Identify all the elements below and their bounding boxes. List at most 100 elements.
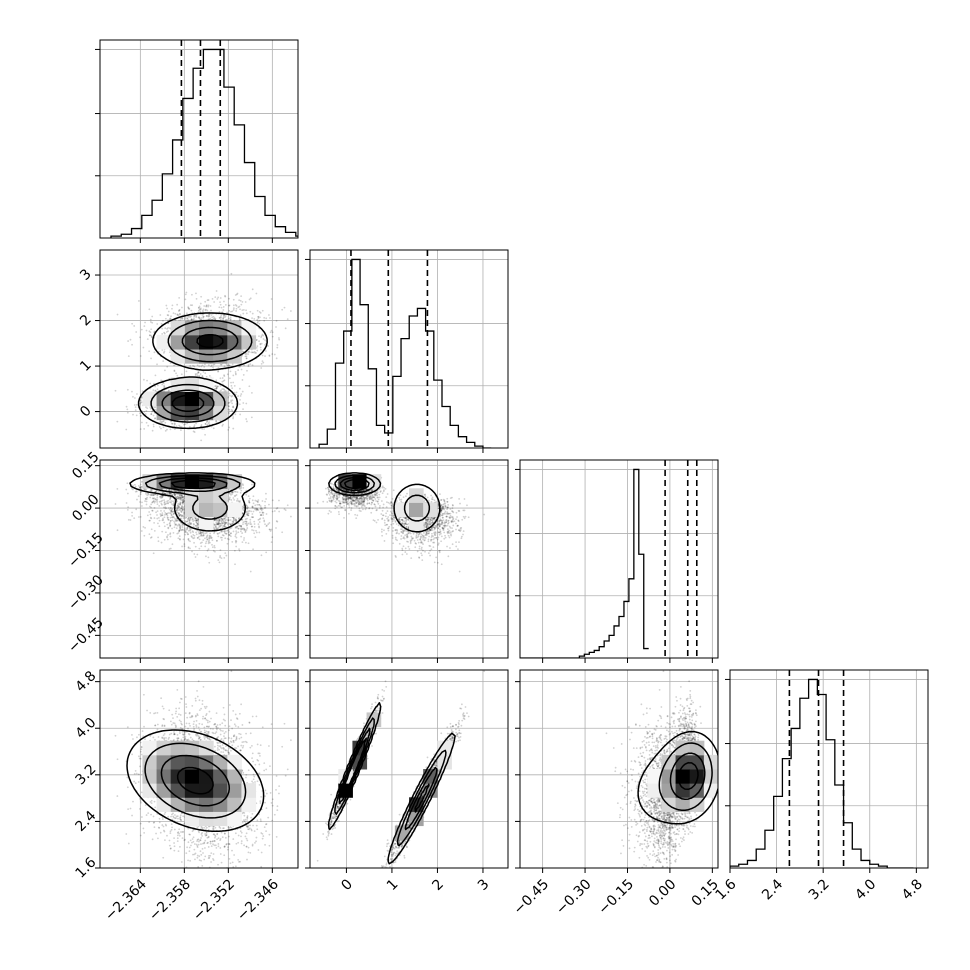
scatter-point [131, 343, 133, 346]
scatter-point [222, 522, 225, 524]
scatter-point [230, 532, 232, 535]
scatter-point [172, 531, 175, 534]
scatter-point [153, 517, 156, 519]
scatter-point [211, 546, 214, 549]
scatter-point [256, 345, 259, 348]
panel-2-0: −0.45−0.30−0.150.000.15 [65, 449, 299, 663]
scatter-point [228, 377, 231, 380]
scatter-point [243, 364, 246, 367]
scatter-point [163, 390, 166, 392]
histogram-step [318, 258, 492, 448]
scatter-point [223, 314, 226, 317]
scatter-point [191, 518, 194, 521]
scatter-point [146, 514, 149, 517]
scatter-point [133, 404, 136, 406]
scatter-point [229, 318, 232, 321]
scatter-point [161, 514, 164, 517]
scatter-point [149, 407, 152, 410]
scatter-point [145, 500, 148, 503]
scatter-point [238, 548, 240, 551]
scatter-point [251, 317, 253, 320]
scatter-point [228, 426, 231, 429]
scatter-point [240, 489, 243, 492]
scatter-point [187, 315, 190, 318]
scatter-point [249, 523, 252, 525]
scatter-point [192, 533, 195, 536]
scatter-point [226, 518, 228, 521]
scatter-point [163, 513, 166, 516]
scatter-point [152, 389, 155, 391]
scatter-point [256, 500, 259, 503]
scatter-point [145, 492, 147, 495]
scatter-point [175, 527, 178, 530]
scatter-point [151, 509, 154, 512]
scatter-point [212, 317, 215, 320]
scatter-point [177, 523, 180, 526]
scatter-point [187, 522, 190, 525]
scatter-point [159, 515, 162, 518]
scatter-point [250, 516, 253, 518]
scatter-point [260, 335, 263, 337]
scatter-point [276, 346, 279, 349]
scatter-point [148, 519, 151, 522]
scatter-point [198, 305, 201, 308]
scatter-point [208, 536, 210, 539]
scatter-point [153, 497, 156, 500]
scatter-point [217, 523, 220, 526]
scatter-point [239, 525, 242, 527]
panel-0-0 [95, 39, 299, 243]
scatter-point [183, 510, 186, 513]
y-tick-label: 3 [77, 266, 95, 284]
scatter-point [265, 551, 268, 554]
scatter-point [196, 364, 199, 367]
scatter-point [239, 527, 242, 530]
scatter-point [227, 408, 230, 411]
scatter-point [169, 532, 172, 535]
scatter-point [175, 425, 178, 428]
scatter-point [232, 307, 235, 310]
scatter-point [163, 386, 166, 389]
scatter-point [126, 482, 129, 485]
scatter-point [143, 410, 146, 413]
scatter-point [201, 541, 203, 544]
scatter-point [228, 364, 231, 367]
scatter-point [248, 509, 251, 512]
scatter-point [178, 530, 181, 533]
scatter-point [177, 310, 180, 312]
scatter-point [180, 515, 183, 518]
scatter-point [195, 526, 198, 529]
scatter-point [232, 381, 235, 384]
scatter-point [220, 517, 223, 520]
scatter-point [253, 525, 256, 528]
scatter-point [200, 295, 203, 298]
scatter-point [222, 388, 225, 390]
scatter-point [184, 517, 187, 520]
scatter-point [161, 420, 164, 423]
scatter-point [168, 488, 170, 491]
scatter-point [241, 379, 244, 381]
scatter-point [234, 304, 237, 306]
scatter-point [170, 420, 172, 423]
scatter-point [188, 316, 191, 318]
scatter-point [223, 524, 226, 527]
scatter-point [207, 305, 210, 308]
scatter-point [151, 321, 154, 324]
scatter-point [214, 525, 217, 528]
scatter-point [193, 537, 196, 539]
scatter-point [163, 525, 166, 528]
scatter-point [178, 535, 181, 538]
scatter-point [235, 494, 238, 496]
scatter-point [215, 290, 218, 292]
scatter-point [252, 495, 255, 498]
scatter-point [290, 515, 292, 518]
scatter-point [201, 364, 204, 367]
scatter-point [227, 405, 230, 407]
scatter-point [178, 498, 181, 500]
scatter-point [198, 308, 201, 311]
scatter-point [167, 517, 169, 519]
scatter-point [188, 516, 190, 519]
scatter-point [175, 520, 177, 522]
scatter-point [224, 303, 227, 306]
scatter-point [160, 427, 162, 430]
scatter-point [189, 540, 191, 543]
